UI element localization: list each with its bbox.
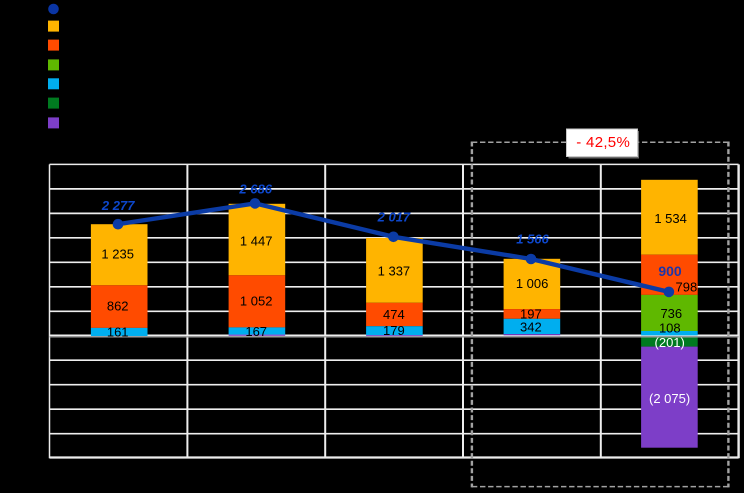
svg-text:1 447: 1 447 [240, 234, 273, 249]
svg-text:2 686: 2 686 [238, 182, 272, 197]
svg-text:1 337: 1 337 [378, 264, 411, 279]
svg-text:167: 167 [245, 324, 267, 339]
svg-text:900: 900 [658, 263, 682, 279]
svg-text:2 017: 2 017 [377, 210, 411, 225]
svg-text:736: 736 [660, 306, 682, 321]
svg-text:179: 179 [383, 323, 405, 338]
svg-text:2 277: 2 277 [101, 198, 135, 213]
svg-text:1 566: 1 566 [516, 231, 549, 246]
svg-text:(201): (201) [655, 335, 685, 350]
svg-text:197: 197 [520, 306, 542, 321]
svg-text:342: 342 [520, 320, 542, 335]
svg-text:1 052: 1 052 [240, 293, 273, 308]
svg-text:- 42,5%: - 42,5% [576, 134, 630, 151]
svg-text:1 006: 1 006 [516, 276, 549, 291]
svg-text:(2 075): (2 075) [649, 391, 690, 406]
svg-text:1 534: 1 534 [654, 211, 687, 226]
svg-text:798: 798 [676, 280, 698, 295]
svg-text:161: 161 [107, 324, 129, 339]
svg-text:474: 474 [383, 307, 405, 322]
svg-text:1 235: 1 235 [101, 247, 134, 262]
svg-text:108: 108 [659, 321, 681, 336]
svg-text:862: 862 [107, 299, 129, 314]
